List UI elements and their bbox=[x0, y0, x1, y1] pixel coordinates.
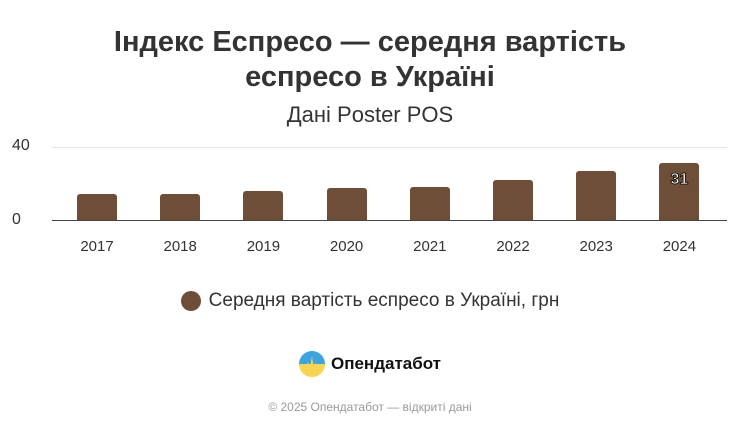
legend: Середня вартість еспресо в Україні, грн bbox=[0, 290, 740, 312]
bar-2020 bbox=[326, 188, 367, 220]
footer-copyright: © 2025 Опендатабот — відкриті дані bbox=[268, 400, 472, 414]
bar-2022 bbox=[493, 179, 533, 220]
brand-name: Опендатабот bbox=[330, 354, 442, 373]
gridline-40 bbox=[52, 147, 727, 148]
bar-2023 bbox=[576, 170, 617, 220]
x-tick-2023: 2023 bbox=[579, 238, 613, 255]
x-tick-2020: 2020 bbox=[329, 238, 364, 255]
opendatabot-logo-icon bbox=[298, 351, 325, 377]
legend-label: Середня вартість еспресо в Україні, грн bbox=[208, 290, 560, 311]
y-tick-40: 40 bbox=[12, 137, 30, 154]
x-tick-2021: 2021 bbox=[413, 238, 447, 255]
x-tick-2019: 2019 bbox=[246, 238, 281, 255]
bar-chart: 40 0 31 2017 2018 2019 2020 2021 2022 2023 2024 bbox=[0, 130, 740, 270]
chart-subtitle: Дані Poster POS bbox=[286, 102, 454, 127]
bar-2019 bbox=[243, 190, 284, 220]
brand: Опендатабот bbox=[0, 351, 740, 377]
chart-title-line-2: еспресо в Україні bbox=[245, 61, 495, 93]
x-tick-2017: 2017 bbox=[80, 238, 114, 255]
x-tick-2022: 2022 bbox=[496, 238, 530, 255]
chart-title-line-1: Індекс Еспресо — середня вартість bbox=[113, 26, 627, 58]
legend-swatch-icon bbox=[180, 291, 201, 311]
bar-value-label-2024: 31 bbox=[670, 171, 689, 189]
bar-2024 bbox=[659, 163, 700, 220]
bar-2021 bbox=[409, 187, 450, 220]
x-tick-2024: 2024 bbox=[662, 238, 697, 255]
bar-2018 bbox=[160, 194, 201, 220]
x-tick-2018: 2018 bbox=[163, 238, 197, 255]
y-tick-0: 0 bbox=[12, 211, 21, 228]
bar-2017 bbox=[77, 194, 117, 220]
x-axis-line bbox=[52, 220, 727, 221]
